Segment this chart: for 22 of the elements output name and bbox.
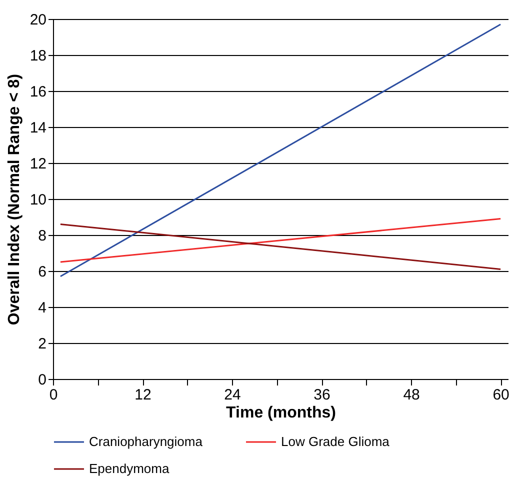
y-tick-label: 2 [38, 336, 46, 352]
y-tick-label: 6 [38, 264, 46, 280]
y-tick-label: 8 [38, 228, 46, 244]
y-tick-label: 16 [30, 84, 46, 100]
legend-label: Ependymoma [89, 461, 170, 476]
y-tick-label: 20 [30, 12, 46, 28]
y-tick-label: 14 [30, 120, 46, 136]
x-tick-label: 24 [224, 386, 241, 404]
x-tick-label: 60 [492, 386, 510, 404]
y-axis-title: Overall Index (Normal Range < 8) [6, 74, 23, 326]
x-axis-title: Time (months) [226, 404, 336, 422]
y-tick-label: 4 [38, 300, 46, 316]
x-tick-label: 48 [403, 386, 420, 404]
legend-label: Low Grade Glioma [281, 434, 390, 449]
legend-label: Craniopharyngioma [89, 434, 204, 449]
x-tick-label: 36 [314, 386, 330, 404]
y-tick-label: 12 [30, 156, 46, 172]
y-tick-label: 18 [30, 48, 46, 64]
y-tick-label: 10 [30, 192, 46, 208]
x-tick-label: 12 [134, 386, 152, 404]
x-tick-label: 0 [49, 386, 58, 404]
y-tick-label: 0 [38, 372, 46, 388]
